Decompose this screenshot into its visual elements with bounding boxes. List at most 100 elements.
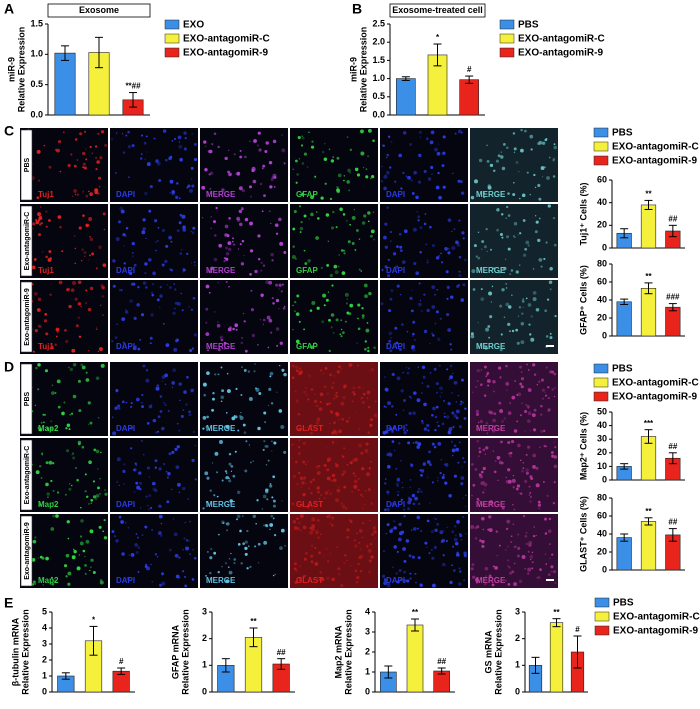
cell-speck	[483, 245, 487, 249]
cell-speck	[505, 282, 508, 285]
cell-speck	[453, 414, 457, 418]
cell-speck	[194, 478, 197, 481]
cell-speck	[84, 490, 87, 493]
error-bar	[668, 528, 677, 542]
cell-speck	[370, 234, 373, 238]
cell-speck	[548, 517, 552, 521]
cell-speck	[270, 331, 273, 334]
cell-speck	[99, 156, 103, 160]
cell-speck	[117, 404, 120, 408]
cell-speck	[97, 416, 100, 419]
cell-speck	[532, 268, 535, 270]
cell-speck	[517, 533, 520, 536]
cell-speck	[426, 519, 430, 523]
cell-speck	[513, 508, 516, 511]
cell-speck	[234, 450, 237, 453]
cell-speck	[171, 386, 174, 388]
cell-speck	[175, 465, 180, 470]
cell-speck	[264, 150, 268, 153]
cell-speck	[321, 320, 325, 324]
cell-speck	[73, 549, 77, 554]
cell-speck	[346, 136, 349, 138]
cell-speck	[239, 416, 244, 420]
error-bar	[644, 282, 653, 295]
cell-speck	[549, 370, 553, 374]
cell-speck	[181, 214, 186, 219]
micrograph	[110, 514, 198, 588]
cell-speck	[475, 581, 478, 584]
cell-speck	[483, 582, 487, 586]
cell-speck	[431, 173, 433, 175]
cell-speck	[511, 294, 513, 296]
cell-speck	[418, 502, 421, 505]
cell-speck	[248, 444, 251, 446]
cell-speck	[503, 417, 507, 420]
cell-speck	[507, 411, 512, 415]
cell-speck	[115, 132, 118, 134]
cell-speck	[69, 367, 74, 372]
cell-speck	[205, 575, 207, 577]
cell-speck	[244, 349, 248, 353]
red-haze	[290, 362, 378, 436]
cell-speck	[424, 213, 427, 215]
stain-label: DAPI	[386, 190, 405, 199]
cell-speck	[553, 395, 556, 398]
cell-speck	[209, 187, 212, 190]
cell-speck	[522, 298, 525, 301]
cell-speck	[482, 448, 486, 452]
cell-speck	[239, 529, 242, 533]
cell-speck	[408, 554, 412, 558]
cell-speck	[240, 262, 245, 266]
cell-speck	[225, 252, 230, 256]
cell-speck	[260, 261, 263, 265]
cell-speck	[89, 145, 92, 149]
cell-speck	[275, 232, 279, 235]
cell-speck	[141, 402, 143, 404]
cell-speck	[403, 559, 407, 563]
cell-speck	[339, 333, 342, 336]
cell-speck	[501, 213, 504, 216]
cell-speck	[343, 175, 345, 177]
cell-speck	[423, 170, 427, 174]
cell-speck	[89, 286, 94, 291]
cell-speck	[221, 389, 225, 393]
legend-label: EXO-antagomiR-9	[183, 48, 268, 59]
cell-speck	[270, 177, 274, 182]
cell-speck	[126, 576, 131, 581]
cell-speck	[365, 168, 368, 170]
cell-speck	[41, 251, 44, 253]
cell-speck	[98, 525, 102, 529]
cell-speck	[269, 185, 273, 189]
cell-speck	[431, 549, 433, 551]
bar	[665, 306, 681, 337]
cell-speck	[437, 442, 442, 446]
y-tick-label: 2.0	[372, 37, 385, 47]
error-bar	[89, 625, 98, 656]
cell-speck	[168, 286, 172, 289]
cell-speck	[184, 584, 188, 588]
cell-speck	[180, 249, 183, 251]
cell-speck	[38, 216, 43, 220]
cell-speck	[392, 426, 396, 429]
cell-speck	[262, 318, 266, 322]
cell-speck	[534, 215, 537, 217]
cell-speck	[394, 180, 397, 183]
cell-speck	[309, 309, 313, 312]
cell-speck	[101, 294, 105, 298]
cell-speck	[404, 427, 407, 429]
cell-speck	[408, 367, 410, 370]
cell-speck	[87, 349, 90, 352]
cell-speck	[211, 408, 215, 412]
cell-speck	[544, 553, 547, 555]
cell-speck	[358, 268, 361, 271]
cell-speck	[368, 291, 372, 296]
cell-speck	[79, 132, 83, 136]
cell-speck	[448, 494, 452, 498]
cell-speck	[125, 310, 129, 314]
cell-speck	[241, 239, 245, 243]
cell-speck	[276, 391, 278, 393]
cell-speck	[479, 419, 483, 424]
cell-speck	[483, 482, 488, 487]
cell-speck	[527, 419, 531, 423]
cell-speck	[208, 291, 211, 294]
